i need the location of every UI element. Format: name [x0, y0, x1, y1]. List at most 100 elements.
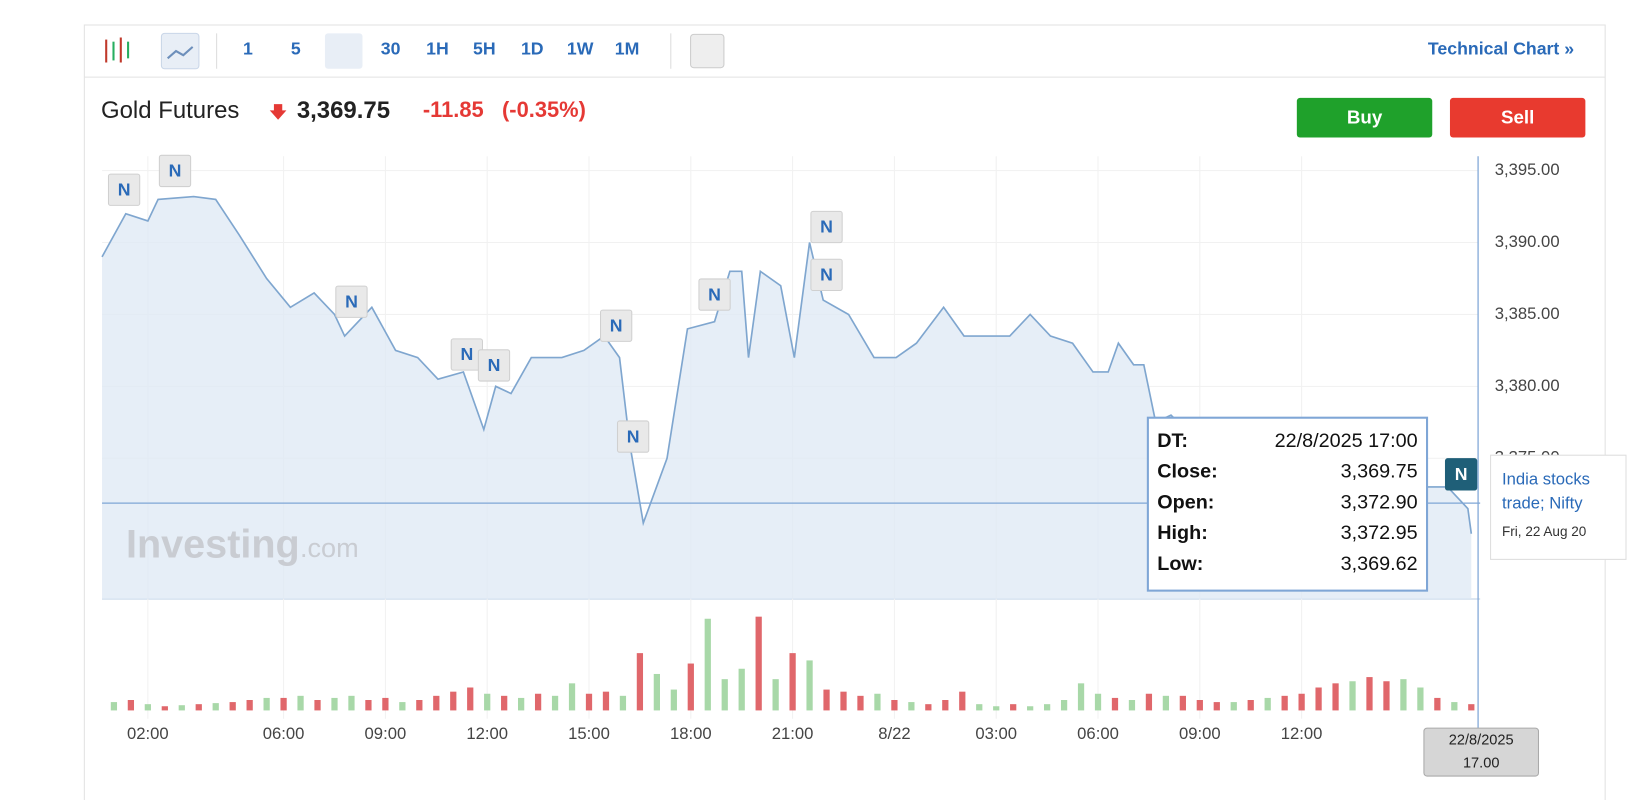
- news-marker[interactable]: [335, 285, 368, 318]
- volume-bar: [450, 691, 457, 711]
- sell-label: Sell: [1501, 107, 1534, 128]
- news-marker[interactable]: [158, 154, 192, 188]
- line-icon[interactable]: [160, 32, 200, 70]
- down-arrow: [269, 104, 287, 120]
- volume-bar: [670, 689, 677, 711]
- volume-bar: [602, 691, 610, 711]
- news-marker-label: N: [708, 284, 721, 304]
- news-marker[interactable]: [600, 309, 633, 342]
- tooltip-value: 3,369.75: [1341, 461, 1418, 483]
- time-badge-date: 22/8/2025: [1449, 732, 1514, 748]
- volume-bar: [653, 673, 660, 711]
- volume-bar: [416, 700, 423, 711]
- news-marker[interactable]: [810, 258, 843, 292]
- volume-bar: [399, 702, 406, 711]
- news-marker-label: N: [610, 315, 623, 335]
- volume-bar: [840, 691, 847, 711]
- price-change-pct: (-0.35%): [502, 97, 586, 122]
- volume-bar: [721, 679, 728, 711]
- buy-button[interactable]: [1296, 97, 1433, 138]
- volume-bar: [348, 695, 355, 711]
- news-marker[interactable]: [810, 210, 843, 244]
- volume-bar: [1128, 700, 1136, 711]
- price-area: [102, 196, 1472, 599]
- interval-button[interactable]: 1M: [615, 39, 640, 59]
- x-tick-label: 18:00: [670, 724, 712, 743]
- news-marker[interactable]: [616, 420, 650, 453]
- interval-button[interactable]: 5H: [473, 39, 496, 59]
- news-headline[interactable]: India stocks: [1502, 470, 1590, 489]
- technical-chart-link[interactable]: Technical Chart »: [1428, 39, 1574, 59]
- interval-button[interactable]: 1H: [426, 39, 449, 59]
- volume-bar: [1162, 695, 1170, 711]
- volume-bar: [1010, 704, 1017, 711]
- volume-bar: [738, 668, 745, 711]
- interval-button[interactable]: 1W: [567, 39, 594, 59]
- interval-button[interactable]: 1: [243, 39, 253, 59]
- tooltip-label: Close:: [1157, 461, 1217, 483]
- news-marker[interactable]: [107, 173, 141, 206]
- y-tick-label: 3,385.00: [1495, 304, 1560, 323]
- x-tick-label: 12:00: [466, 724, 508, 743]
- interval-button[interactable]: 30: [381, 39, 401, 59]
- volume-bar: [161, 706, 168, 711]
- tooltip-box: [1146, 416, 1429, 592]
- volume-bar: [1366, 677, 1373, 711]
- volume-bar: [959, 691, 966, 711]
- plot: 3,375.003,380.003,385.003,390.003,395.00…: [101, 154, 1560, 743]
- volume-bar: [925, 704, 932, 711]
- volume-bar: [1451, 702, 1458, 711]
- candle-icon[interactable]: [105, 37, 130, 63]
- volume-bar: [484, 693, 491, 711]
- last-price: 3,369.75: [297, 97, 390, 124]
- news-marker-label: N: [169, 161, 182, 181]
- volume-bar: [178, 705, 185, 711]
- news-marker-label: N: [345, 291, 358, 311]
- volume-bar: [1247, 700, 1254, 711]
- news-marker-label: N: [820, 265, 833, 285]
- volume-bar: [382, 697, 389, 711]
- volume-bar: [331, 697, 338, 711]
- tooltip-label: Open:: [1157, 491, 1214, 513]
- volume-bar: [1417, 687, 1424, 711]
- volume-bar: [874, 693, 881, 711]
- volume-bar: [891, 700, 898, 711]
- volume-bar: [857, 695, 864, 711]
- volume-bar: [534, 693, 542, 711]
- line-icon-glyph: [166, 46, 194, 60]
- interval-button[interactable]: 5: [291, 39, 301, 59]
- news-popup[interactable]: [1490, 454, 1627, 560]
- time-badge: [1423, 727, 1540, 777]
- volume-bar: [280, 697, 287, 711]
- news-marker[interactable]: [698, 278, 731, 311]
- sell-button[interactable]: [1449, 97, 1586, 138]
- news-marker-label: N: [488, 355, 501, 375]
- news-marker[interactable]: [1444, 458, 1478, 491]
- volume-bar: [789, 653, 796, 711]
- tooltip: DT: 22/8/2025 17:00 Close: 3,369.75 Open: 3,3…: [1146, 416, 1429, 592]
- news-headline[interactable]: trade; Nifty: [1502, 494, 1583, 513]
- news-marker-label: N: [118, 179, 131, 199]
- x-tick-label: 02:00: [127, 724, 169, 743]
- volume-bar: [1027, 706, 1034, 711]
- volume-bar: [619, 695, 627, 711]
- volume-bar: [365, 700, 372, 711]
- volume-bar: [806, 660, 813, 711]
- volume-bar: [704, 618, 711, 711]
- news-marker[interactable]: [477, 349, 511, 382]
- price-change: -11.85: [423, 97, 484, 122]
- volume-bar: [568, 683, 576, 711]
- settings-icon[interactable]: [690, 33, 725, 69]
- interval-button[interactable]: 1D: [521, 39, 544, 59]
- x-tick-label: 06:00: [263, 724, 305, 743]
- volume-bar: [1349, 681, 1356, 711]
- volume-bar: [1111, 697, 1119, 711]
- volume-bar: [246, 700, 253, 711]
- volume-bar: [551, 695, 559, 711]
- tooltip-value: 3,369.62: [1341, 553, 1418, 575]
- volume-bar: [993, 706, 1000, 711]
- x-tick-label: 8/22: [878, 724, 910, 743]
- instrument-name: Gold Futures: [101, 97, 239, 124]
- tooltip-label: Low:: [1157, 553, 1203, 575]
